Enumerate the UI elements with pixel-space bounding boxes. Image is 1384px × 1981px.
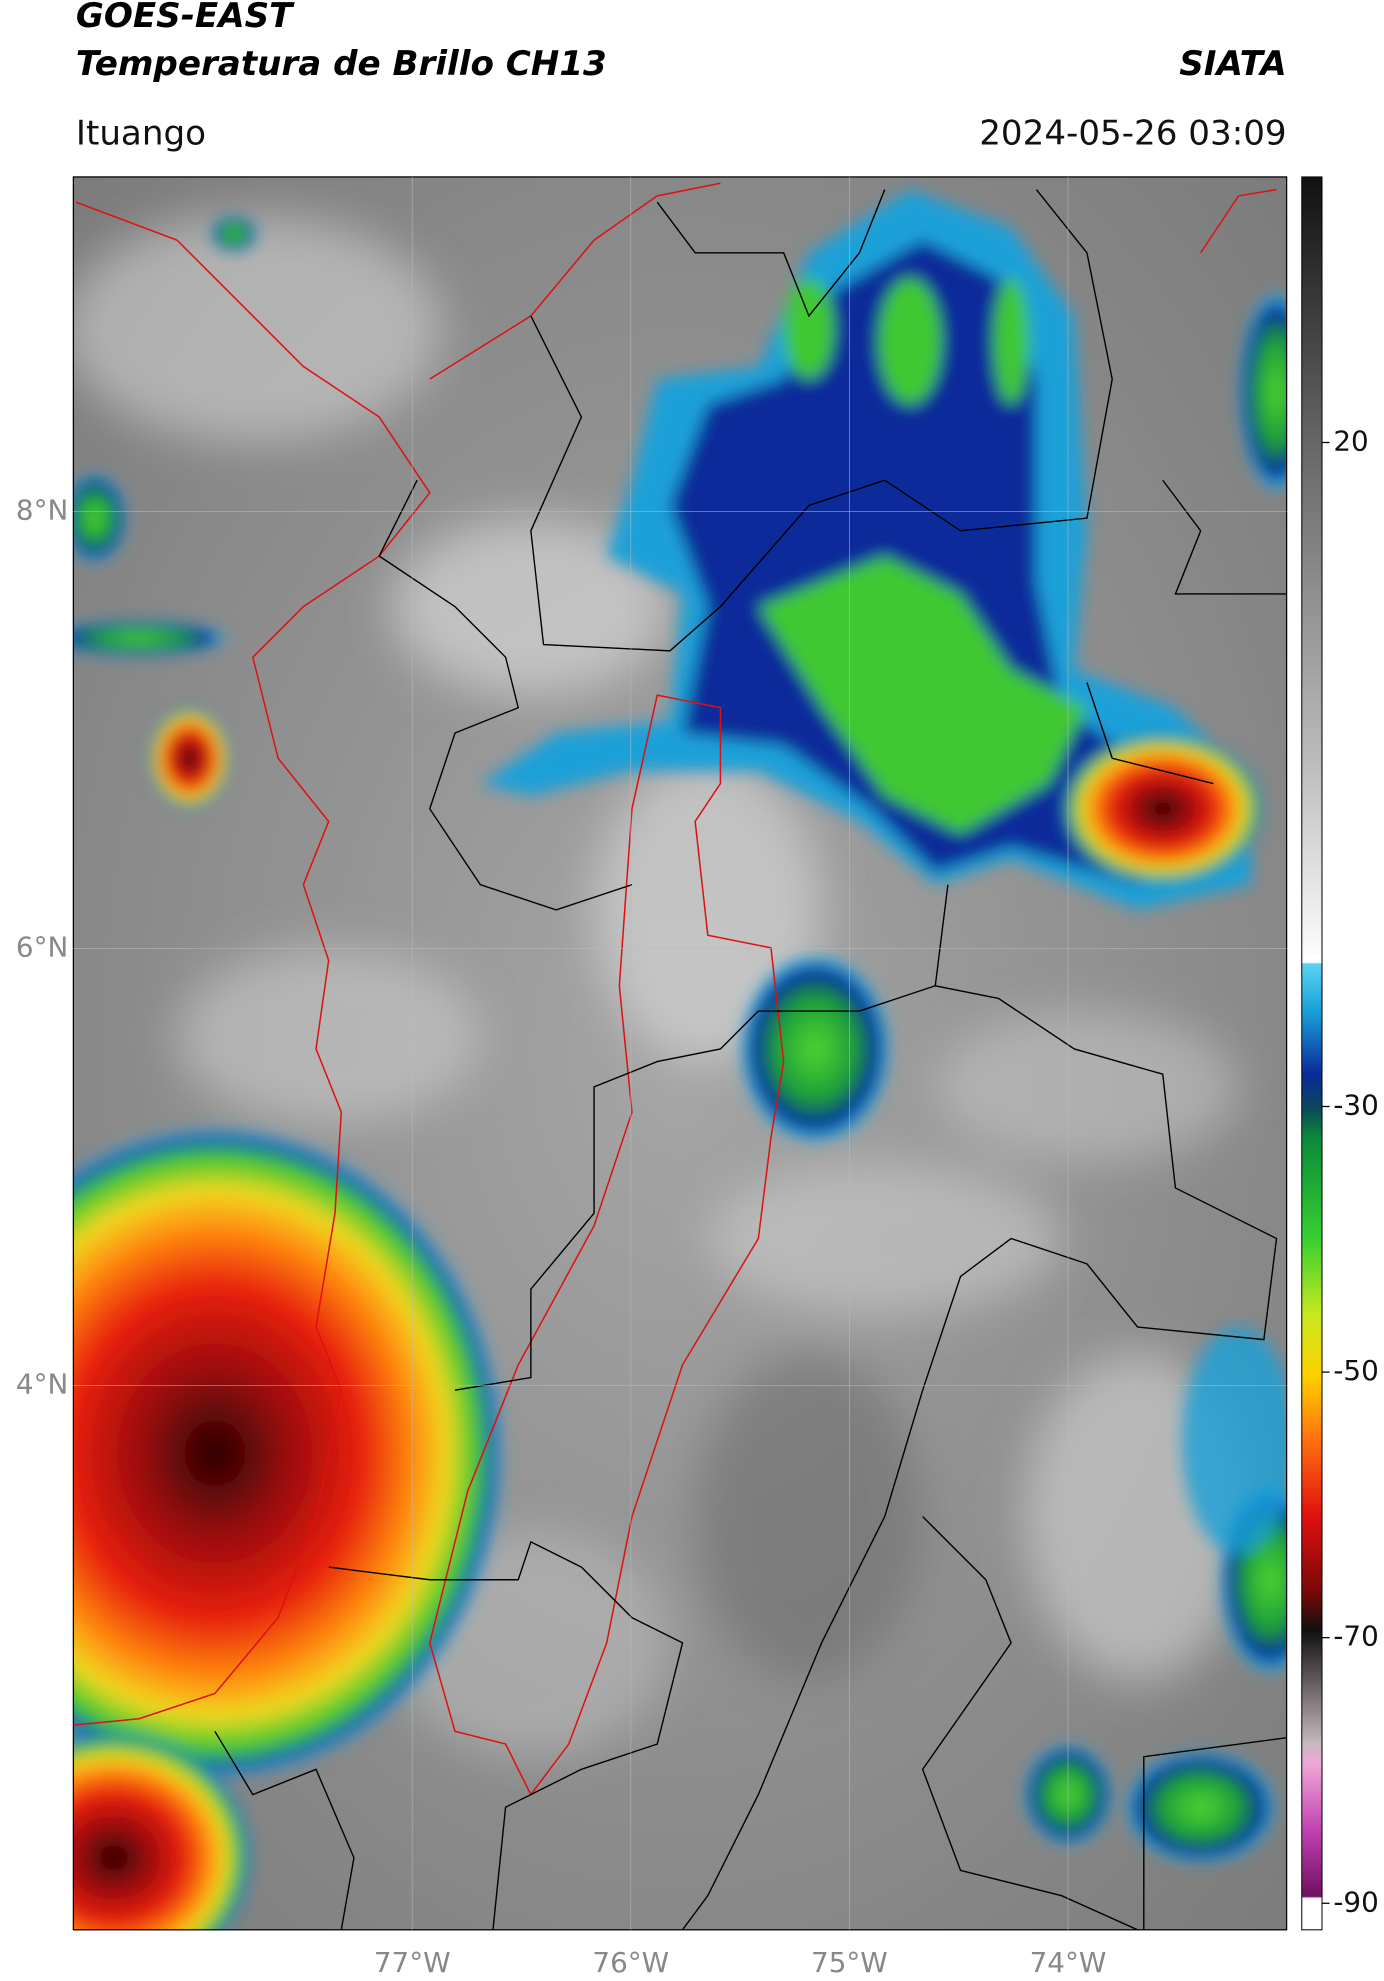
- colorbar-tick-label: -90: [1333, 1885, 1378, 1918]
- organization: SIATA: [1179, 44, 1286, 84]
- x-tick-label: 76°W: [592, 1946, 669, 1979]
- colorbar-tick-label: -50: [1333, 1354, 1378, 1387]
- map-image: [73, 176, 1287, 1930]
- boundaries: [73, 182, 1287, 1930]
- grid: [73, 176, 1287, 1930]
- y-tick-label: 8°N: [16, 493, 68, 526]
- cloud-texture: [73, 214, 1252, 1757]
- y-tick-label: 6°N: [16, 930, 68, 963]
- colorbar-tick-label: 20: [1333, 425, 1368, 458]
- x-tick-label: 74°W: [1030, 1946, 1107, 1979]
- convective-clouds: [73, 189, 1287, 1930]
- title-line-2: Temperatura de Brillo CH13: [76, 44, 607, 84]
- timestamp: 2024-05-26 03:09: [979, 114, 1286, 154]
- colorbar-tick-label: -70: [1333, 1620, 1378, 1653]
- y-tick-label: 4°N: [16, 1368, 68, 1401]
- x-tick-label: 77°W: [374, 1946, 451, 1979]
- colorbar-tick-label: -30: [1333, 1088, 1378, 1121]
- colorbar: [1301, 176, 1323, 1931]
- location: Ituango: [76, 114, 206, 154]
- map-frame: [72, 176, 1288, 1931]
- title-line-1: GOES-EAST: [76, 0, 295, 36]
- x-tick-label: 75°W: [811, 1946, 888, 1979]
